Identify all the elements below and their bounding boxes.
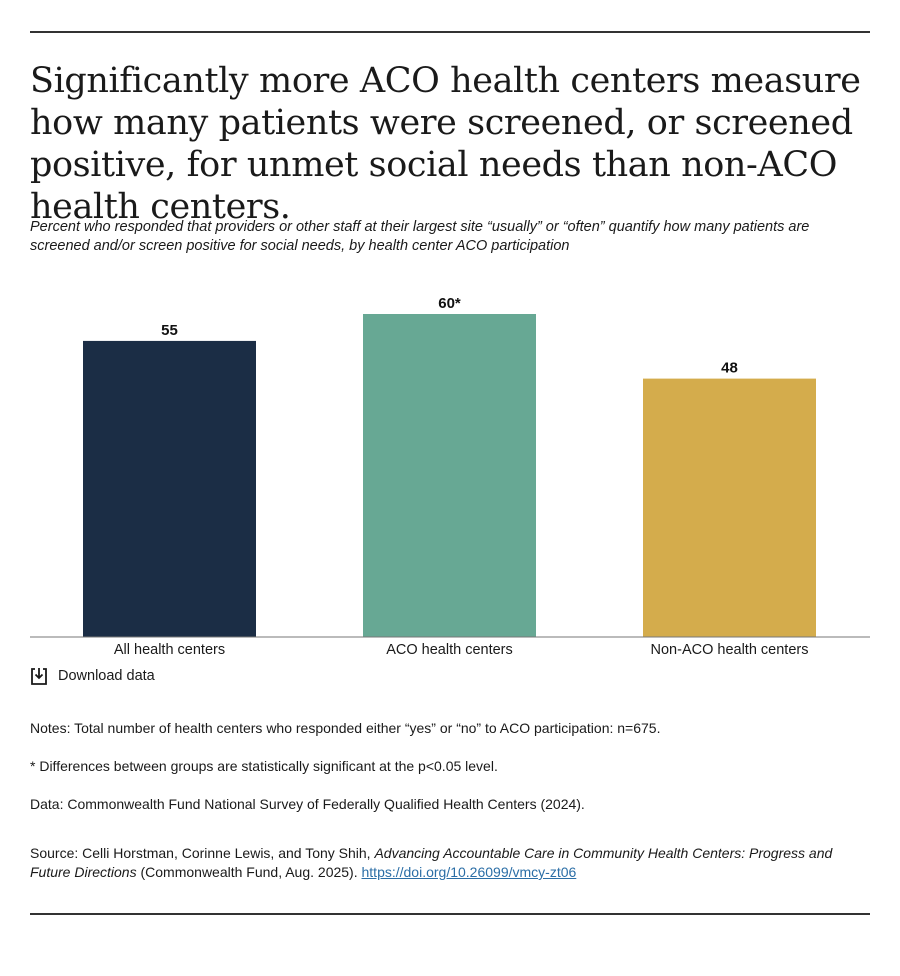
source-citation: Source: Celli Horstman, Corinne Lewis, a… <box>30 844 870 882</box>
data-label-all-health-centers: 55 <box>161 322 178 339</box>
chart-subtitle: Percent who responded that providers or … <box>30 219 810 254</box>
tick-label-non-aco-health-centers: Non-ACO health centers <box>651 642 809 658</box>
source-suffix: (Commonwealth Fund, Aug. 2025). <box>136 864 362 880</box>
bar-non-aco-health-centers <box>643 378 816 637</box>
source-publication: Advancing Accountable Care in Community … <box>30 845 833 880</box>
source-prefix: Source: Celli Horstman, Corinne Lewis, a… <box>30 845 375 861</box>
note-sample-size: Notes: Total number of health centers wh… <box>30 720 661 736</box>
download-data-button[interactable]: Download data <box>30 666 155 686</box>
data-label-aco-health-centers: 60* <box>438 295 461 312</box>
download-icon <box>31 668 47 685</box>
chart-title: Significantly more ACO health centers me… <box>30 61 861 227</box>
bar-all-health-centers <box>83 340 256 637</box>
bottom-rule <box>30 913 870 915</box>
data-label-non-aco-health-centers: 48 <box>721 360 738 377</box>
note-data-source: Data: Commonwealth Fund National Survey … <box>30 796 585 812</box>
source-doi-link[interactable]: https://doi.org/10.26099/vmcy-zt06 <box>361 864 577 880</box>
tick-label-aco-health-centers: ACO health centers <box>386 642 513 658</box>
top-rule <box>30 31 870 33</box>
download-label: Download data <box>58 668 155 684</box>
bar-aco-health-centers <box>363 314 536 637</box>
note-significance: * Differences between groups are statist… <box>30 758 498 774</box>
tick-label-all-health-centers: All health centers <box>114 642 225 658</box>
bar-chart: 55 All health centers 60* ACO health center… <box>30 295 870 658</box>
